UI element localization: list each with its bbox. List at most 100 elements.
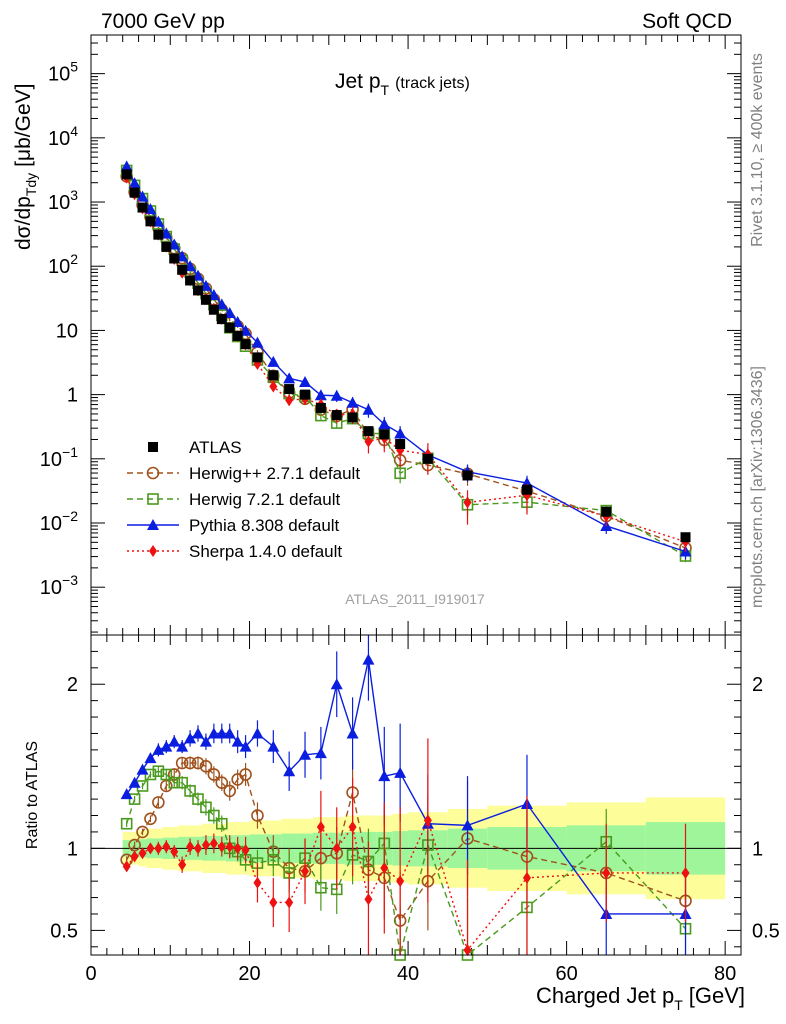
y-tick-base: 10 (48, 64, 70, 86)
herwigpp-ratio-point (160, 779, 173, 793)
y-tick-label: 102 (48, 251, 78, 278)
herwigpp-ratio-point (175, 756, 189, 770)
sherpa-ratio-point (154, 842, 163, 855)
atlas-data-point (153, 229, 164, 240)
atlas-data-point (121, 169, 132, 180)
sherpa-ratio-point (269, 896, 278, 909)
pythia-main-point (283, 372, 296, 384)
pythia-ratio-point (215, 727, 228, 739)
y-tick-label: 10−3 (40, 572, 78, 599)
xlabel-sub: T (674, 997, 683, 1013)
legend-pythia-marker (147, 519, 159, 530)
atlas-data-point (161, 241, 172, 252)
pythia-main-point (330, 389, 343, 401)
atlas-data-point (462, 470, 473, 481)
y-tick-exp: 4 (70, 123, 78, 139)
y-tick-exp: 5 (70, 59, 78, 75)
atlas-data-point (145, 216, 156, 227)
herwigpp-ratio-point (215, 776, 229, 789)
y-tick-exp: −1 (62, 444, 78, 460)
sherpa-ratio-point (178, 858, 187, 871)
pythia-ratio-point (231, 735, 244, 747)
ratio-axes: 0 20 40 60 80 0.5 0.5 1 1 2 2 (50, 635, 780, 985)
sherpa-ratio-point (241, 843, 250, 856)
pythia-ratio-point (144, 752, 157, 764)
herwig7-main-point (394, 467, 406, 480)
ratio-tick-label-right: 0.5 (752, 920, 780, 942)
sherpa-main-line (126, 177, 686, 543)
pythia-main-point (267, 355, 280, 367)
herwig7-ratio-point (184, 785, 196, 797)
y-tick-base: 10 (48, 128, 70, 150)
sherpa-main-point (285, 394, 294, 407)
pythia-ratio-point (362, 653, 375, 665)
ylabel-sub: Tdy (23, 173, 39, 196)
atlas-data-point (347, 412, 358, 423)
herwig7-ratio-point (208, 809, 220, 822)
herwigpp-ratio-point (207, 768, 221, 781)
pythia-ratio-point (168, 735, 181, 747)
pythia-main-point (394, 427, 407, 439)
herwigpp-ratio-point (152, 796, 165, 809)
atlas-data-point (129, 187, 140, 198)
atlas-data-point (268, 370, 279, 381)
pythia-ratio-point (128, 776, 141, 788)
ratio-tick-label: 2 (67, 674, 78, 696)
y-tick-exp: −3 (62, 572, 78, 588)
x-tick-label: 80 (714, 963, 736, 985)
pythia-ratio-point (267, 740, 280, 752)
xlabel-main: Charged Jet p (536, 983, 674, 1008)
herwig7-ratio-point (176, 776, 188, 789)
xlabel-unit: [GeV] (689, 983, 745, 1008)
legend: ATLAS Herwig++ 2.7.1 default Herwig 7.2.1 … (127, 438, 360, 561)
y-tick-base: 10 (40, 513, 62, 535)
legend-atlas-label: ATLAS (189, 438, 242, 457)
atlas-data-point (193, 285, 204, 296)
ratio-frame (90, 634, 742, 956)
ratio-tick-label: 1 (67, 838, 78, 860)
sherpa-ratio-point (201, 839, 210, 852)
herwigpp-ratio-point (183, 756, 197, 770)
header-right: Soft QCD (642, 10, 732, 33)
title-sub: T (381, 82, 390, 98)
atlas-data-point (137, 202, 148, 213)
sherpa-ratio-point (285, 896, 294, 909)
pythia-ratio-point (192, 727, 205, 739)
sherpa-ratio-point (122, 860, 131, 873)
herwig7-ratio-point (315, 881, 327, 894)
main-series-layer (120, 160, 692, 563)
pythia-main-point (128, 177, 141, 189)
herwigpp-ratio-point (191, 756, 205, 770)
sherpa-ratio-point (348, 821, 357, 833)
y-tick-label: 1 (67, 385, 78, 407)
mcplots-note: mcplots.cern.ch [arXiv:1306.3436] (749, 366, 766, 608)
sherpa-main-point (364, 435, 373, 448)
header-left: 7000 GeV pp (101, 10, 225, 33)
analysis-id: ATLAS_2011_I919017 (345, 591, 485, 607)
y-tick-base: 10 (48, 192, 70, 214)
y-tick-label: 10−2 (40, 508, 78, 535)
title-main: Jet p (335, 70, 381, 93)
y-tick-base: 10 (40, 449, 62, 471)
ratio-tick-label: 0.5 (50, 920, 78, 942)
sherpa-ratio-point (186, 840, 195, 853)
sherpa-ratio-point (162, 840, 171, 853)
x-tick-label: 40 (397, 963, 419, 985)
herwigpp-ratio-point (199, 759, 213, 773)
pythia-main-point (362, 403, 375, 415)
y-tick-label: 10−1 (40, 444, 78, 471)
pythia-main-point (120, 160, 133, 172)
sherpa-ratio-point (233, 842, 242, 855)
y-tick-label: 103 (48, 187, 78, 214)
atlas-data-point (521, 484, 532, 495)
y-tick-label: 104 (48, 123, 78, 150)
atlas-data-point (395, 439, 406, 450)
atlas-data-point (177, 264, 188, 275)
y-tick-exp: 2 (70, 251, 78, 267)
legend-herwig7-marker (147, 493, 159, 505)
atlas-data-point (252, 352, 263, 363)
sherpa-ratio-point (170, 845, 179, 858)
sherpa-ratio-point (146, 842, 155, 855)
pythia-ratio-point (184, 732, 197, 744)
